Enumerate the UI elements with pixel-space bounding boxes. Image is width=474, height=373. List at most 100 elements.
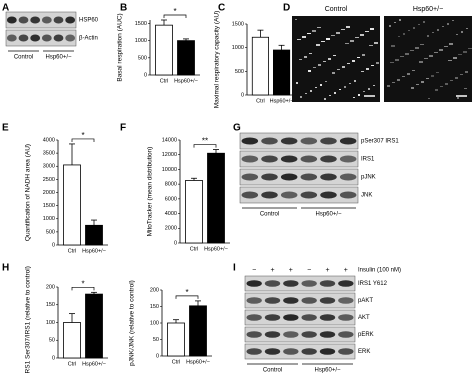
y-tick-label: 14000 bbox=[162, 137, 177, 143]
micrograph-speck bbox=[310, 90, 312, 92]
blot-band bbox=[320, 137, 337, 145]
y-tick-label: 12000 bbox=[162, 152, 177, 158]
micrograph-speck bbox=[368, 88, 370, 90]
micrograph-speck bbox=[442, 26, 444, 27]
micrograph-speck bbox=[371, 65, 374, 66]
micrograph-speck bbox=[457, 97, 459, 99]
micrograph-speck bbox=[436, 72, 439, 73]
micrograph-speck bbox=[331, 35, 335, 36]
blot-row-label: β-Actin bbox=[79, 36, 98, 42]
micrograph-speck bbox=[315, 87, 317, 88]
blot-band bbox=[283, 297, 299, 304]
significance-label: * bbox=[81, 279, 84, 288]
blot-band bbox=[246, 331, 262, 338]
y-tick-label: 6000 bbox=[165, 196, 177, 202]
blot-band bbox=[280, 137, 298, 145]
panel-letter: C bbox=[218, 3, 225, 14]
blot-band bbox=[338, 280, 354, 287]
y-tick-label: 500 bbox=[235, 69, 244, 75]
x-tick-label: Hsp60+/− bbox=[82, 248, 106, 254]
blot-band bbox=[319, 331, 336, 338]
blot-band bbox=[320, 191, 337, 199]
micrograph-speck bbox=[450, 80, 453, 81]
blot-band bbox=[339, 155, 357, 163]
bar bbox=[63, 164, 81, 246]
panel-letter: E bbox=[2, 123, 9, 134]
treatment-label: Insulin (100 nM) bbox=[358, 268, 401, 274]
blot-band bbox=[320, 173, 337, 181]
bar bbox=[85, 224, 103, 246]
micrograph-speck bbox=[426, 78, 429, 79]
blot-band bbox=[53, 16, 64, 24]
micrograph-speck bbox=[346, 26, 350, 28]
blot-band bbox=[264, 331, 281, 338]
blot-band bbox=[301, 280, 317, 287]
micrograph-speck bbox=[465, 71, 468, 73]
blot-band bbox=[261, 137, 278, 145]
y-tick-label: 0 bbox=[52, 355, 55, 361]
micrograph-speck bbox=[324, 98, 326, 100]
blot-strip bbox=[5, 29, 77, 47]
micrograph-speck bbox=[411, 87, 414, 89]
y-axis-label: pIRS1 Ser307/IRS1 (relative to control) bbox=[25, 266, 32, 373]
blot-strip bbox=[5, 11, 77, 29]
group-label: Hsp60+/− bbox=[45, 55, 72, 61]
significance-bracket bbox=[71, 138, 95, 142]
micrograph-speck bbox=[305, 93, 307, 94]
significance-label: * bbox=[173, 7, 176, 16]
y-axis-label: pJNK/JNK (relative to control) bbox=[129, 280, 136, 366]
micrograph-speck bbox=[308, 70, 311, 72]
blot-row-label: IRS1 bbox=[361, 157, 375, 163]
x-tick-label: Hsp60+/− bbox=[270, 98, 294, 104]
micrograph-speck bbox=[431, 75, 434, 77]
blot-band bbox=[300, 137, 318, 145]
micrograph-speck bbox=[448, 60, 452, 61]
micrograph-speck bbox=[344, 86, 346, 88]
micrograph-speck bbox=[466, 28, 468, 29]
blot-band bbox=[241, 155, 259, 163]
micrograph-speck bbox=[435, 89, 438, 91]
blot-band bbox=[319, 280, 336, 287]
micrograph-speck bbox=[336, 32, 340, 34]
micrograph-speck bbox=[354, 80, 356, 82]
micrograph-speck bbox=[455, 77, 458, 79]
micrograph-speck bbox=[439, 49, 443, 51]
micrograph-speck bbox=[332, 72, 335, 74]
micrograph-speck bbox=[317, 27, 321, 28]
bar bbox=[207, 152, 225, 244]
blot-strip bbox=[244, 343, 356, 360]
micrograph-speck bbox=[295, 19, 297, 20]
micrograph-speck bbox=[463, 51, 467, 53]
blot-band bbox=[18, 34, 29, 42]
blot-row-label: pJNK bbox=[361, 175, 376, 181]
treatment-sign: + bbox=[325, 267, 329, 274]
group-label: Hsp60+/− bbox=[314, 368, 341, 373]
micrograph-speck bbox=[347, 63, 350, 64]
blot-band bbox=[280, 155, 298, 163]
micrograph-speck bbox=[434, 52, 438, 53]
blot-band bbox=[41, 16, 52, 24]
micrograph-speck bbox=[350, 40, 354, 42]
micrograph-speck bbox=[326, 38, 330, 40]
blot-band bbox=[30, 16, 41, 24]
micrograph-speck bbox=[410, 50, 414, 51]
blot-band bbox=[264, 348, 281, 355]
blot-band bbox=[283, 314, 299, 321]
treatment-sign: + bbox=[289, 267, 293, 274]
micrograph-speck bbox=[300, 96, 302, 98]
blot-band bbox=[261, 191, 278, 199]
blot-band bbox=[319, 314, 336, 321]
micrograph-speck bbox=[349, 83, 351, 84]
blot-strip bbox=[239, 150, 359, 168]
micrograph-speck bbox=[334, 92, 336, 94]
micrograph-speck bbox=[321, 41, 325, 42]
micrograph bbox=[292, 16, 380, 102]
y-axis-label: Maximal respiratory capacity (AU) bbox=[214, 11, 221, 109]
y-axis-label: Basal respiration (AUC) bbox=[117, 13, 124, 81]
blot-band bbox=[283, 348, 299, 355]
y-tick-label: 1000 bbox=[135, 38, 147, 44]
micrograph-speck bbox=[399, 19, 401, 21]
y-tick-label: 100 bbox=[150, 320, 159, 326]
y-axis-label: MitoTracker (mean distribution) bbox=[147, 147, 154, 237]
micrograph-speck bbox=[325, 81, 327, 82]
